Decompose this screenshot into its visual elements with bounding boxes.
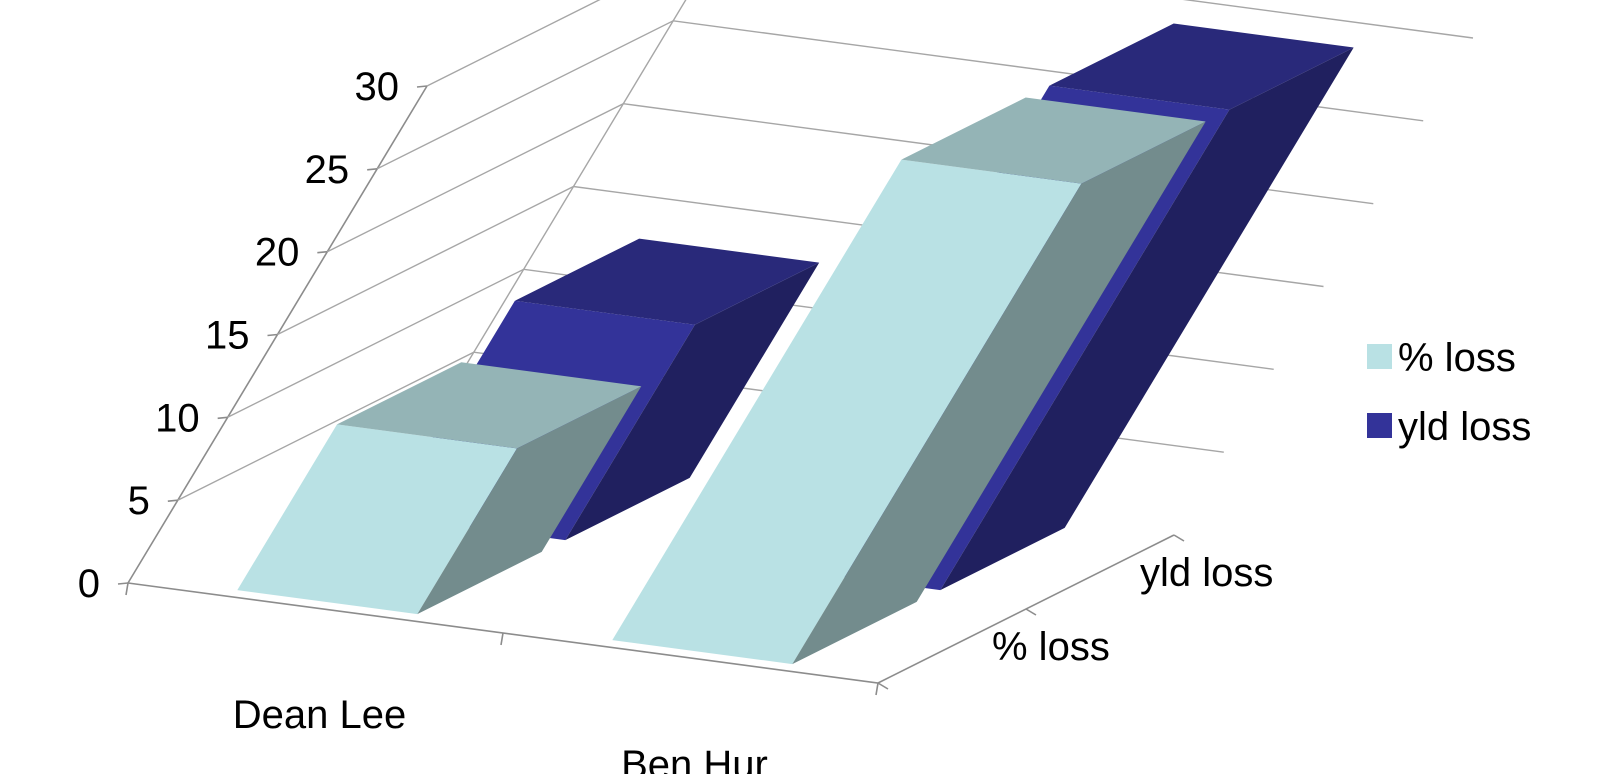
bar--loss-dean-lee bbox=[237, 362, 642, 615]
depth-axis-labels: % loss yld loss bbox=[992, 551, 1273, 669]
back-corner-line bbox=[423, 0, 687, 436]
bar-top-face bbox=[514, 238, 820, 325]
legend-label: yld loss bbox=[1398, 405, 1531, 449]
y-tick-mark bbox=[317, 250, 328, 254]
category-label: Ben Hur bbox=[621, 743, 768, 774]
y-tick-mark bbox=[416, 85, 428, 88]
y-tick-mark bbox=[367, 168, 378, 171]
y-tick-label: 30 bbox=[355, 65, 400, 109]
bar-front-face bbox=[237, 424, 518, 615]
category-labels: Dean Lee Ben Hur bbox=[233, 693, 768, 774]
legend-swatch bbox=[1367, 344, 1392, 369]
y-tick-label: 10 bbox=[155, 396, 200, 440]
y-tick-label: 5 bbox=[128, 479, 150, 523]
y-tick-label: 15 bbox=[205, 314, 250, 358]
depth-label: yld loss bbox=[1140, 551, 1273, 595]
y-tick-mark bbox=[167, 499, 178, 502]
x-tick-mark bbox=[875, 682, 879, 696]
y-tick-mark bbox=[117, 582, 129, 585]
bar--loss-ben-hur bbox=[612, 97, 1206, 665]
gridline bbox=[426, 0, 1474, 87]
bar-top-face bbox=[901, 97, 1206, 184]
gridlines bbox=[177, 0, 1474, 501]
legend: % loss yld loss bbox=[1367, 336, 1531, 449]
y-tick-label: 0 bbox=[78, 562, 100, 606]
y-tick-label: 20 bbox=[255, 231, 300, 275]
bar-side-face bbox=[940, 47, 1354, 591]
x-tick-mark bbox=[125, 582, 129, 596]
depth-tick-mark bbox=[1173, 534, 1185, 542]
bar-side-face bbox=[565, 262, 820, 541]
category-label: Dean Lee bbox=[233, 693, 406, 737]
y-tick-mark bbox=[217, 416, 228, 420]
legend-label: % loss bbox=[1398, 336, 1516, 380]
bar-top-face bbox=[337, 362, 642, 449]
depth-tick-mark bbox=[877, 682, 889, 690]
bars bbox=[237, 23, 1354, 665]
bar-side-face bbox=[792, 121, 1206, 665]
y-tick-mark bbox=[267, 333, 278, 337]
depth-label: % loss bbox=[992, 625, 1110, 669]
bar-top-face bbox=[1049, 23, 1354, 110]
depth-tick-mark bbox=[1025, 608, 1037, 616]
y-tick-label: 25 bbox=[305, 148, 350, 192]
legend-swatch bbox=[1367, 413, 1392, 438]
x-tick-mark bbox=[500, 632, 504, 646]
bar-front-face bbox=[612, 159, 1082, 665]
bar-side-face bbox=[417, 386, 642, 615]
